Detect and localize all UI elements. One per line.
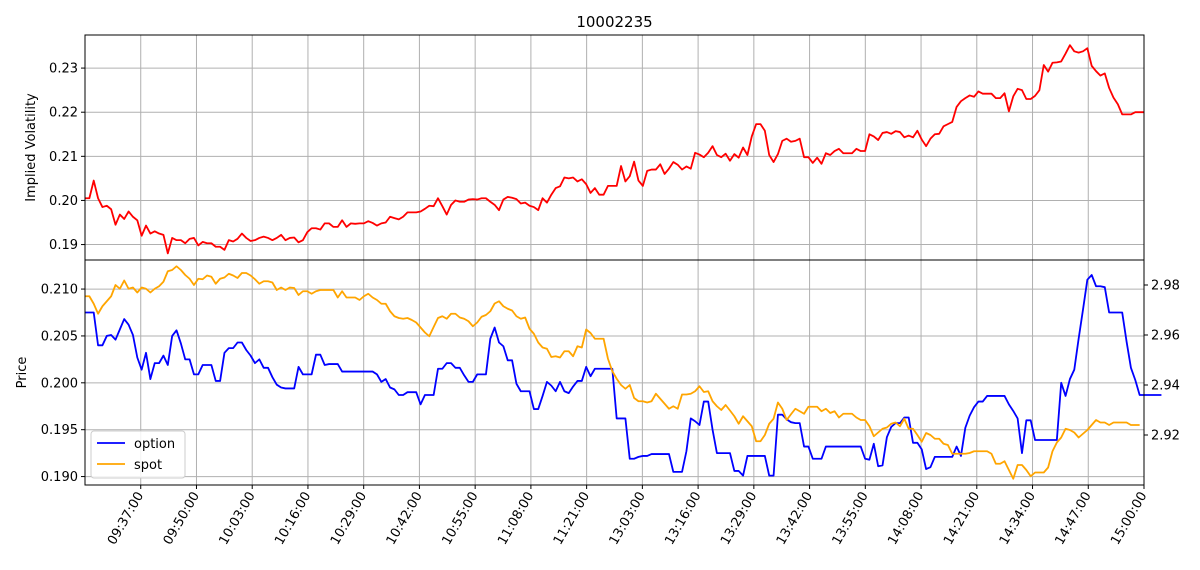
x-tick-label: 10:29:00 — [328, 490, 370, 548]
right-y-tick-label: 2.96 — [1151, 329, 1180, 344]
x-tick-label: 13:03:00 — [607, 490, 649, 548]
right-y-tick-label: 2.98 — [1151, 279, 1180, 294]
chart-title: 10002235 — [576, 13, 652, 31]
x-tick-label: 10:03:00 — [216, 490, 258, 548]
x-tick-label: 13:29:00 — [718, 490, 760, 548]
bottom-y-tick-label: 0.200 — [41, 376, 78, 391]
right-y-tick-label: 2.92 — [1151, 429, 1180, 444]
bottom-y-ticks-right: 2.92 2.94 2.96 2.98 — [1144, 279, 1180, 444]
x-tick-label: 13:16:00 — [662, 490, 704, 548]
legend: option spot — [90, 430, 186, 479]
bottom-y-tick-label: 0.195 — [41, 423, 78, 438]
legend-label-spot: spot — [134, 458, 162, 473]
top-y-tick-label: 0.21 — [49, 150, 78, 165]
bottom-y-axis-label: Price — [15, 357, 30, 389]
option-line — [85, 274, 1162, 477]
x-tick-label: 10:55:00 — [439, 490, 481, 548]
top-y-tick-label: 0.20 — [49, 194, 78, 209]
x-tick-label: 09:37:00 — [105, 490, 147, 548]
top-lines — [85, 44, 1144, 255]
legend-label-option: option — [134, 437, 175, 452]
bottom-axes-frame — [84, 259, 1145, 486]
spot-line — [85, 265, 1140, 480]
bottom-y-tick-label: 0.190 — [41, 470, 78, 485]
x-tick-label: 14:34:00 — [997, 490, 1039, 548]
x-tick-label: 15:00:00 — [1108, 490, 1150, 548]
x-tick-label: 13:42:00 — [774, 490, 816, 548]
x-tick-label: 14:08:00 — [885, 490, 927, 548]
top-y-tick-label: 0.19 — [49, 238, 78, 253]
top-y-ticks: 0.19 0.20 0.21 0.22 0.23 — [49, 62, 85, 253]
x-tick-label: 14:21:00 — [941, 490, 983, 548]
top-y-tick-label: 0.23 — [49, 62, 78, 77]
x-tick-label: 10:16:00 — [272, 490, 314, 548]
bottom-lines — [85, 265, 1162, 480]
top-grid — [85, 35, 1145, 260]
x-tick-label: 11:08:00 — [495, 490, 537, 548]
implied-volatility-line — [85, 44, 1144, 255]
x-tick-label: 11:21:00 — [551, 490, 593, 548]
right-y-tick-label: 2.94 — [1151, 379, 1180, 394]
bottom-y-ticks-left: 0.190 0.195 0.200 0.205 0.210 — [41, 283, 85, 485]
x-tick-label: 14:47:00 — [1053, 490, 1095, 548]
x-ticks: 09:37:00 09:50:00 10:03:00 10:16:00 10:29:00… — [105, 485, 1150, 548]
x-tick-label: 10:42:00 — [384, 490, 426, 548]
bottom-y-tick-label: 0.210 — [41, 283, 78, 298]
x-tick-label: 13:55:00 — [830, 490, 872, 548]
bottom-y-tick-label: 0.205 — [41, 329, 78, 344]
top-y-axis-label: Implied Volatility — [24, 93, 39, 202]
top-y-tick-label: 0.22 — [49, 106, 78, 121]
top-axes-frame — [84, 34, 1145, 261]
top-axes: 0.19 0.20 0.21 0.22 0.23 10002235 Implied Vo… — [24, 13, 1145, 261]
x-tick-label: 09:50:00 — [161, 490, 203, 548]
